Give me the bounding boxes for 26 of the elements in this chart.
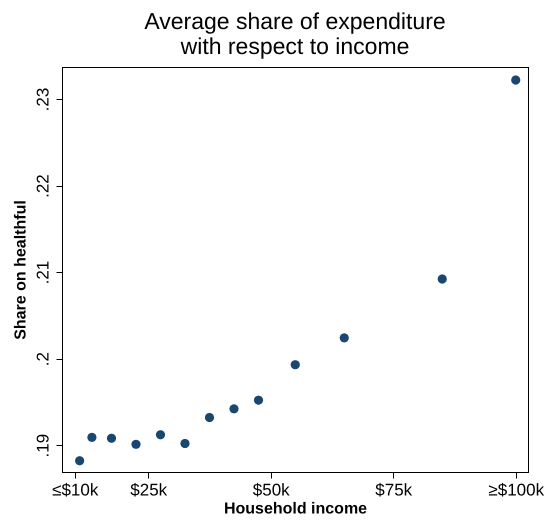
x-tick-label: $50k bbox=[252, 480, 290, 500]
point bbox=[204, 412, 214, 422]
x-tick-label: ≥$100k bbox=[488, 480, 545, 500]
x-tick-label: $75k bbox=[375, 480, 413, 500]
y-tick-label: .23 bbox=[34, 88, 52, 112]
point bbox=[340, 333, 349, 342]
point bbox=[511, 75, 520, 85]
point bbox=[229, 404, 239, 414]
y-axis-title: Share on healthful bbox=[12, 200, 30, 340]
point bbox=[131, 440, 141, 449]
x-axis-title: Household income bbox=[224, 500, 368, 518]
point bbox=[438, 274, 447, 284]
x-tick-label: ≤$10k bbox=[52, 480, 99, 500]
point bbox=[254, 396, 264, 405]
point bbox=[75, 456, 84, 466]
point bbox=[106, 434, 116, 443]
y-tick-label: .19 bbox=[34, 434, 52, 458]
point bbox=[290, 360, 300, 370]
y-tick-label: .21 bbox=[34, 260, 52, 284]
y-tick-label: .22 bbox=[34, 174, 52, 198]
x-tick-label: $25k bbox=[130, 480, 168, 500]
y-tick-label: .2 bbox=[34, 352, 52, 366]
chart-title: Average share of expenditure with respect to income bbox=[144, 8, 446, 59]
point bbox=[87, 432, 96, 442]
point bbox=[180, 438, 190, 448]
point bbox=[156, 430, 166, 440]
